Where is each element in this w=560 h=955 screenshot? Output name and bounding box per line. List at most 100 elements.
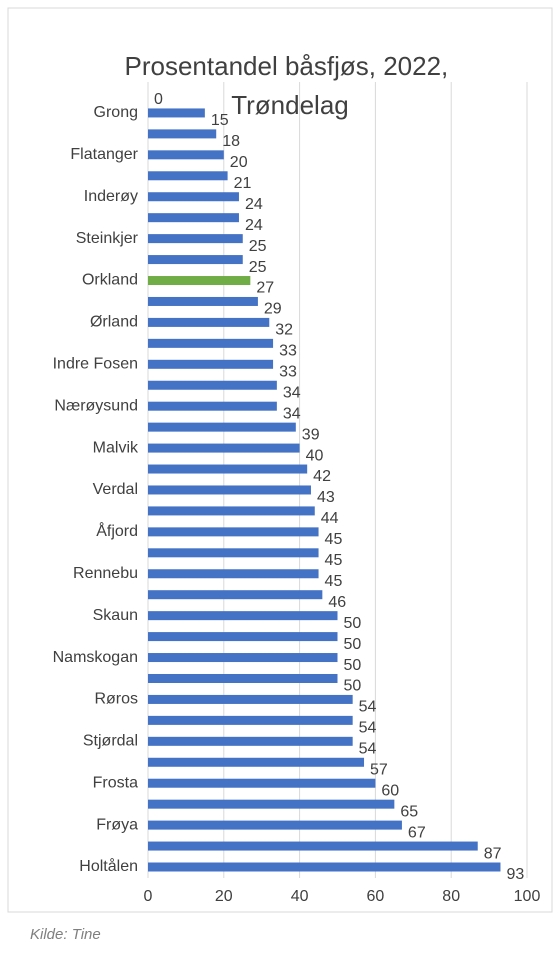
data-label: 87 (484, 845, 502, 862)
data-label: 33 (279, 343, 297, 360)
y-tick-label: Flatanger (70, 146, 138, 163)
bar (148, 129, 217, 139)
bar (148, 841, 478, 851)
y-tick-label: Namskogan (53, 649, 138, 666)
data-label: 45 (325, 573, 343, 590)
data-label: 15 (211, 112, 229, 129)
bar (148, 422, 296, 432)
bar (148, 715, 353, 725)
data-label: 45 (325, 552, 343, 569)
bar (148, 464, 308, 474)
source: Kilde: Tine (30, 926, 101, 943)
bar (148, 611, 338, 621)
y-tick-label: Nærøysund (54, 397, 138, 414)
y-tick-label: Åfjord (96, 521, 138, 540)
y-tick-label: Malvik (93, 439, 139, 456)
data-label: 44 (321, 510, 339, 527)
data-label: 34 (283, 405, 301, 422)
x-tick-label: 80 (442, 888, 460, 905)
data-label: 57 (370, 761, 388, 778)
bar (148, 255, 243, 265)
data-label: 43 (317, 489, 335, 506)
bar (148, 757, 365, 767)
y-tick-label: Indre Fosen (53, 356, 138, 373)
bar (148, 359, 274, 369)
data-label: 21 (234, 175, 252, 192)
chart-title: Prosentandel båsfjøs, 2022, Trøndelag (125, 51, 456, 120)
x-tick-label: 100 (514, 888, 541, 905)
bar (148, 527, 319, 537)
y-tick-label: Holtålen (79, 857, 138, 875)
bar (148, 590, 323, 600)
data-label: 27 (256, 280, 274, 297)
bar (148, 736, 353, 746)
x-tick-label: 20 (215, 888, 233, 905)
y-tick-label: Skaun (93, 607, 138, 624)
data-label: 50 (344, 657, 362, 674)
data-label: 42 (313, 468, 331, 485)
bar (148, 799, 395, 809)
data-label: 18 (222, 133, 240, 150)
bar (148, 862, 501, 872)
data-label: 50 (344, 615, 362, 632)
bar (148, 108, 205, 118)
data-label: 67 (408, 824, 426, 841)
y-tick-label: Frosta (93, 774, 138, 791)
chart-frame (7, 7, 553, 913)
data-label: 29 (264, 301, 282, 318)
bar (148, 632, 338, 642)
data-label: 60 (381, 782, 399, 799)
bar (148, 338, 274, 348)
y-tick-label: Frøya (96, 816, 138, 833)
bar (148, 778, 376, 788)
data-label: 24 (245, 196, 263, 213)
data-label: 24 (245, 217, 263, 234)
data-label: 32 (275, 322, 293, 339)
bar (148, 506, 315, 516)
x-tick-label: 40 (291, 888, 309, 905)
data-label: 34 (283, 384, 301, 401)
bar (148, 150, 224, 160)
y-tick-label: Rennebu (73, 565, 138, 582)
data-label: 50 (344, 636, 362, 653)
bar (148, 192, 239, 202)
y-tick-label: Røros (94, 691, 138, 708)
x-tick-label: 60 (367, 888, 385, 905)
y-tick-label: Stjørdal (83, 733, 138, 750)
bar (148, 569, 319, 579)
data-label: 93 (506, 866, 524, 883)
y-tick-label: Steinkjer (76, 230, 139, 247)
bar (148, 296, 258, 306)
data-label: 39 (302, 426, 320, 443)
data-label: 54 (359, 720, 377, 737)
bar (148, 694, 353, 704)
bar (148, 820, 402, 830)
data-label: 20 (230, 154, 248, 171)
bar (148, 443, 300, 453)
bar (148, 276, 251, 286)
x-tick-label: 0 (144, 888, 153, 905)
data-label: 25 (249, 238, 267, 255)
data-label: 46 (328, 594, 346, 611)
bar (148, 213, 239, 223)
data-label: 33 (279, 364, 297, 381)
y-tick-label: Verdal (93, 481, 138, 498)
data-label: 45 (325, 531, 343, 548)
bar (148, 548, 319, 558)
data-label: 50 (344, 678, 362, 695)
data-label: 54 (359, 741, 377, 758)
bar (148, 234, 243, 244)
bar (148, 401, 277, 411)
y-tick-label: Orkland (82, 272, 138, 289)
data-label: 0 (154, 91, 163, 108)
y-tick-label: Inderøy (84, 188, 138, 205)
bar (148, 673, 338, 683)
bar (148, 485, 311, 495)
bar (148, 317, 270, 327)
data-label: 54 (359, 699, 377, 716)
bar (148, 171, 228, 181)
y-tick-label: Grong (94, 104, 138, 121)
y-tick-label: Ørland (90, 314, 138, 331)
data-label: 65 (400, 803, 418, 820)
